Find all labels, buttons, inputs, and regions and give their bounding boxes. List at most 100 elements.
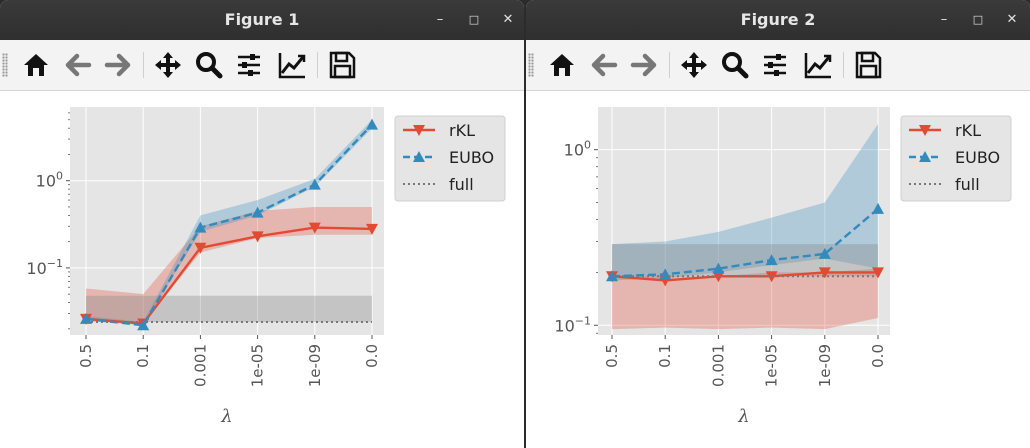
sliders-icon xyxy=(759,54,791,85)
home-button[interactable] xyxy=(546,49,578,81)
pan-button[interactable] xyxy=(678,49,710,81)
edit-axis-button[interactable] xyxy=(802,49,834,81)
line-chart-icon xyxy=(802,53,834,85)
zoom-button[interactable] xyxy=(719,49,751,81)
arrow-left-icon xyxy=(62,53,94,85)
x-tick-label: 1e-05 xyxy=(763,344,781,387)
home-icon xyxy=(546,54,578,85)
x-tick-label: 1e-09 xyxy=(816,344,834,387)
x-tick-label: 0.1 xyxy=(656,344,674,368)
maximize-button[interactable]: □ xyxy=(468,13,480,26)
x-tick-label: 0.1 xyxy=(134,344,152,368)
sliders-icon xyxy=(233,54,265,85)
line-chart-icon xyxy=(276,53,308,85)
minimize-button[interactable]: – xyxy=(436,12,444,27)
marker-eubo xyxy=(80,312,92,324)
confidence-band-rkl xyxy=(612,268,878,330)
legend xyxy=(394,115,506,202)
x-tick-label: 0.0 xyxy=(869,344,887,368)
arrow-right-icon xyxy=(102,53,134,85)
move-icon xyxy=(678,52,710,85)
x-tick-label: 0.0 xyxy=(363,344,381,368)
confidence-band-full xyxy=(612,244,878,277)
forward-button[interactable] xyxy=(102,49,134,81)
figure-canvas[interactable]: 10−1 100 0.5 0.1 0.001 1e-05 1e-09 0.0 λ rKL EUBO f… xyxy=(526,91,1030,448)
legend-label-full: full xyxy=(955,175,980,194)
minimize-button[interactable]: – xyxy=(940,12,948,27)
title-bar[interactable]: Figure 1 – □ ✕ xyxy=(0,0,524,40)
y-tick-label: 10−1 xyxy=(554,314,591,335)
figure-window-1: Figure 1 – □ ✕ 10−1 100 0.5 0.1 0.001 1e-05 1e… xyxy=(0,0,524,448)
back-button[interactable] xyxy=(62,49,94,81)
maximize-button[interactable]: □ xyxy=(972,13,984,26)
confidence-band-rkl xyxy=(86,206,372,324)
legend-marker-eubo xyxy=(919,151,931,162)
x-tick-label: 1e-09 xyxy=(306,344,324,387)
legend xyxy=(900,115,1012,202)
home-icon xyxy=(20,54,52,85)
arrow-right-icon xyxy=(628,53,660,85)
series-line-rkl xyxy=(85,226,373,325)
toolbar-separator xyxy=(317,52,318,78)
legend-label-full: full xyxy=(449,175,474,194)
title-bar[interactable]: Figure 2 – □ ✕ xyxy=(526,0,1030,40)
legend-label-rkl: rKL xyxy=(449,121,475,140)
toolbar-separator xyxy=(843,52,844,78)
floppy-disk-icon xyxy=(326,51,358,85)
figure-canvas[interactable]: 10−1 100 0.5 0.1 0.001 1e-05 1e-09 0.0 λ rKL EUBO f… xyxy=(0,91,524,448)
legend-marker-rkl xyxy=(413,125,425,136)
navigation-toolbar xyxy=(0,40,524,91)
plot-area xyxy=(598,107,890,335)
save-button[interactable] xyxy=(326,49,358,81)
edit-axis-button[interactable] xyxy=(276,49,308,81)
forward-button[interactable] xyxy=(628,49,660,81)
confidence-band-eubo xyxy=(86,119,372,326)
back-button[interactable] xyxy=(588,49,620,81)
save-button[interactable] xyxy=(852,49,884,81)
magnifier-icon xyxy=(719,52,751,85)
y-tick-label: 100 xyxy=(564,139,591,160)
marker-eubo xyxy=(872,202,884,214)
navigation-toolbar xyxy=(526,40,1030,91)
marker-rkl xyxy=(308,222,321,234)
marker-rkl xyxy=(765,271,778,283)
window-title: Figure 2 xyxy=(740,10,816,29)
series-line-eubo xyxy=(611,207,879,278)
home-button[interactable] xyxy=(20,49,52,81)
legend-label-rkl: rKL xyxy=(955,121,981,140)
marker-eubo xyxy=(194,221,207,233)
toolbar-separator xyxy=(143,52,144,78)
marker-rkl xyxy=(194,242,207,254)
y-tick-label: 10−1 xyxy=(26,257,63,278)
close-button[interactable]: ✕ xyxy=(1006,12,1018,27)
legend-marker-rkl xyxy=(919,125,931,136)
magnifier-icon xyxy=(193,52,225,85)
marker-eubo xyxy=(366,118,378,130)
confidence-band-full xyxy=(86,295,372,322)
marker-eubo xyxy=(712,262,725,274)
toolbar-grip[interactable] xyxy=(2,53,8,77)
floppy-disk-icon xyxy=(852,51,884,85)
marker-rkl xyxy=(366,223,378,235)
x-axis-label: λ xyxy=(737,406,749,427)
window-title: Figure 1 xyxy=(224,10,300,29)
toolbar-separator xyxy=(669,52,670,78)
marker-eubo xyxy=(251,206,264,218)
zoom-button[interactable] xyxy=(193,49,225,81)
marker-eubo xyxy=(308,178,321,190)
confidence-band-eubo xyxy=(612,124,878,281)
pan-button[interactable] xyxy=(152,49,184,81)
legend-marker-eubo xyxy=(413,151,425,162)
x-tick-label: 0.001 xyxy=(191,344,209,387)
close-button[interactable]: ✕ xyxy=(502,12,514,27)
toolbar-grip[interactable] xyxy=(528,53,534,77)
series-line-eubo xyxy=(85,123,373,327)
marker-eubo xyxy=(818,247,831,259)
configure-subplots-button[interactable] xyxy=(759,49,791,81)
marker-rkl xyxy=(872,267,884,279)
y-tick-label: 100 xyxy=(36,170,63,191)
arrow-left-icon xyxy=(588,53,620,85)
x-axis-label: λ xyxy=(220,406,232,427)
configure-subplots-button[interactable] xyxy=(233,49,265,81)
x-tick-label: 1e-05 xyxy=(249,344,267,387)
